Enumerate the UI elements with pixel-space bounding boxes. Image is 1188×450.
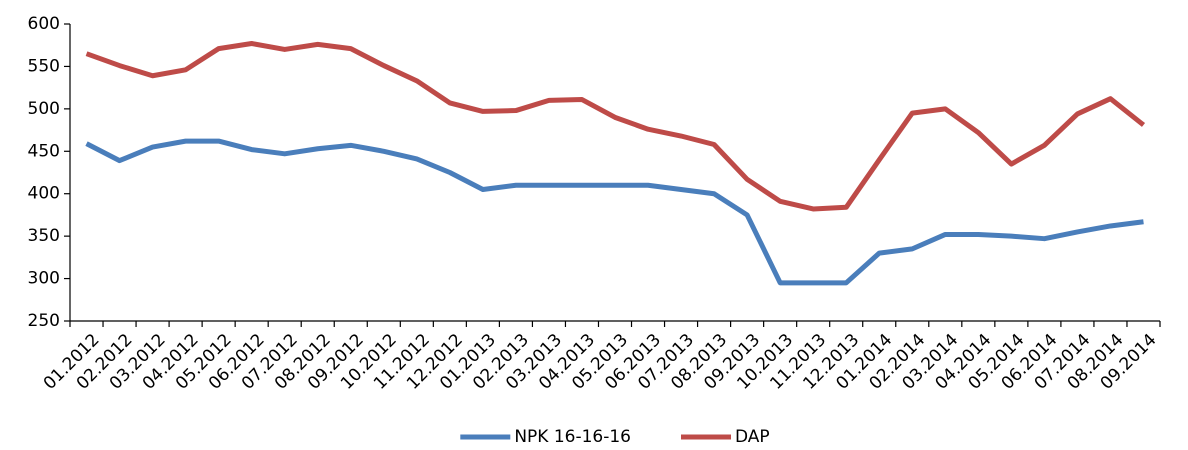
y-tick-label: 550 <box>28 56 60 76</box>
y-tick-label: 300 <box>28 269 60 289</box>
series-line <box>85 138 1144 286</box>
y-tick-label: 350 <box>28 226 60 246</box>
y-tick-label: 500 <box>28 99 60 119</box>
y-tick-label: 400 <box>28 184 60 204</box>
y-tick-label: 250 <box>28 311 60 331</box>
y-tick-label: 450 <box>28 141 60 161</box>
legend-label: NPK 16-16-16 <box>514 427 631 447</box>
y-tick-label: 600 <box>28 14 60 34</box>
series-line <box>85 41 1146 212</box>
legend-label: DAP <box>735 427 770 447</box>
